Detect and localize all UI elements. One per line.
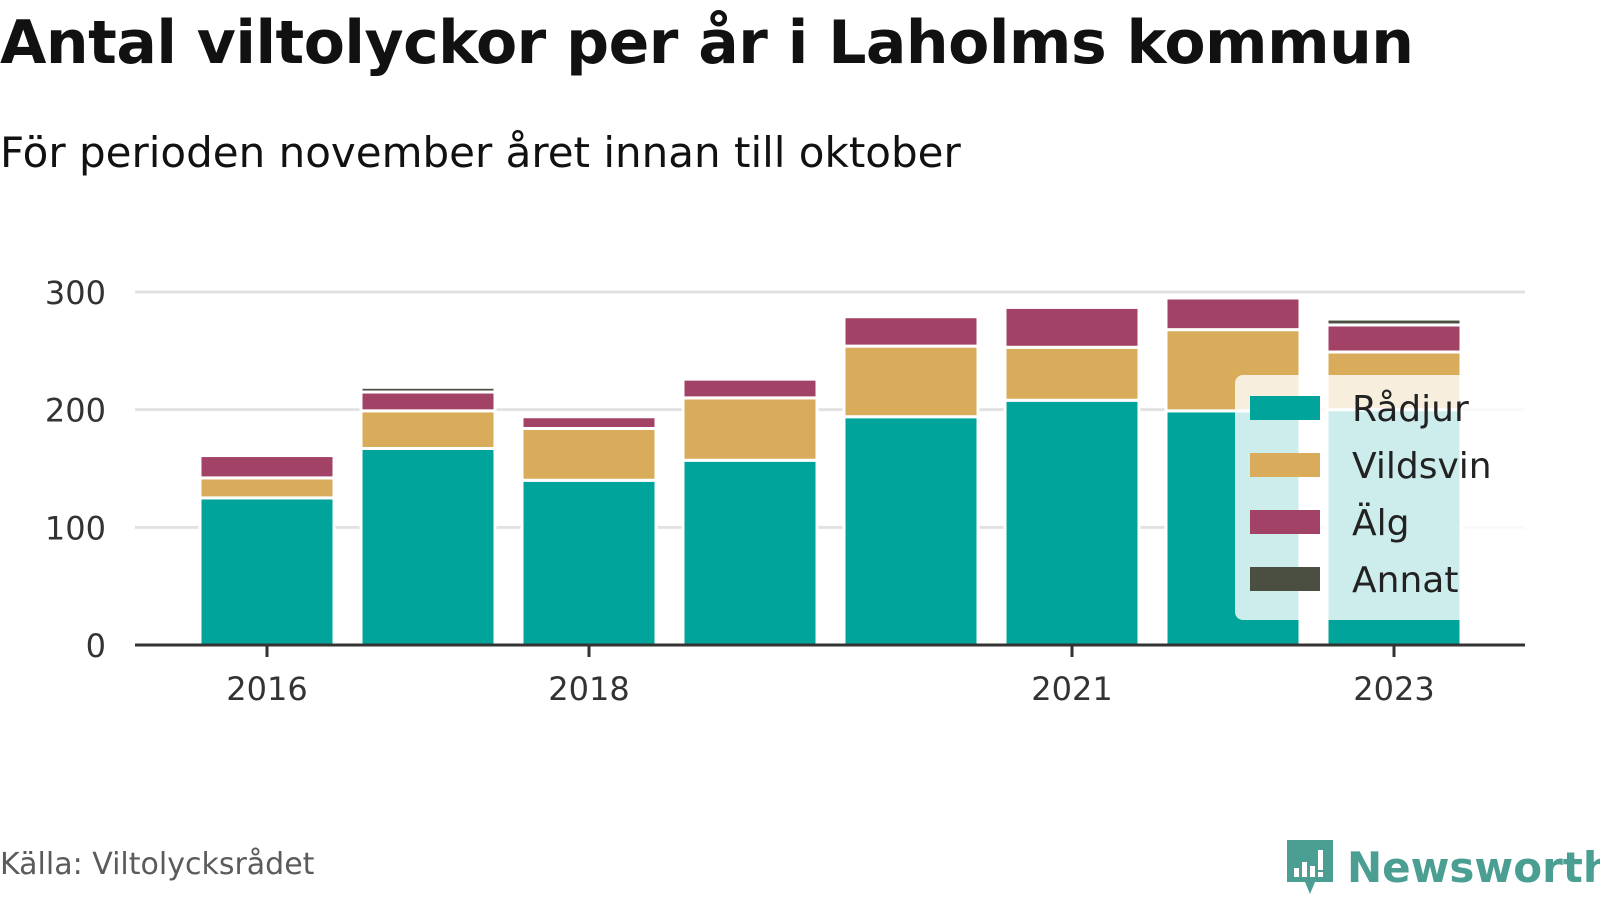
bar-segment [681,396,819,462]
bar-segment [681,377,819,400]
legend-label: Vildsvin [1352,446,1492,487]
bar-segment [198,476,336,500]
brand-name: Newsworthy [1347,842,1600,892]
bar-segment [681,458,819,647]
bar-segment [198,454,336,480]
legend-swatch [1250,510,1320,534]
legend-label: Älg [1352,502,1409,544]
bar-segment [359,390,497,413]
bar-segment [359,385,497,394]
x-tick-label: 2023 [1353,670,1434,708]
legend-label: Rådjur [1352,389,1469,430]
bar-segment [359,409,497,450]
chart-title: Antal viltolyckor per år i Laholms kommu… [0,8,1414,78]
bar-segment [359,446,497,647]
x-tick-label: 2021 [1031,670,1112,708]
bar-segment [842,415,980,647]
x-tick-label: 2016 [226,670,307,708]
bar-segment [1003,345,1141,402]
x-tick-label: 2018 [548,670,629,708]
bar-segment [1325,323,1463,354]
y-tick-label: 200 [45,392,106,430]
legend: Rådjur Vildsvin Älg Annat [1235,375,1525,620]
bar-segment [520,426,658,482]
axes: 0 100 200 300 2016 2018 2021 2023 [45,274,1525,708]
legend-swatch [1250,567,1320,591]
bar-segment [520,478,658,647]
bar-segment [681,375,819,381]
brand-logo: Newsworthy [1285,838,1600,896]
bar-segment [1003,303,1141,309]
bar-segment [1003,305,1141,349]
legend-swatch [1250,396,1320,420]
bar-segment [520,415,658,430]
legend-label: Annat [1352,560,1458,601]
bar-segment [198,496,336,647]
bar-segment [1164,296,1302,332]
bar-segment [842,344,980,419]
y-tick-label: 100 [45,509,106,547]
bar-segment [1325,317,1463,327]
chart-subtitle: För perioden november året innan till ok… [0,128,961,177]
legend-box [1235,375,1525,620]
y-tick-label: 300 [45,274,106,312]
bar-segment [1003,398,1141,647]
source-note: Källa: Viltolycksrådet [0,847,315,882]
legend-swatch [1250,453,1320,477]
bar-segment [1164,294,1302,300]
bar-segment [842,315,980,348]
newsworthy-bar-chart-icon [1287,840,1333,894]
bars [198,294,1463,647]
y-tick-label: 0 [86,627,106,665]
